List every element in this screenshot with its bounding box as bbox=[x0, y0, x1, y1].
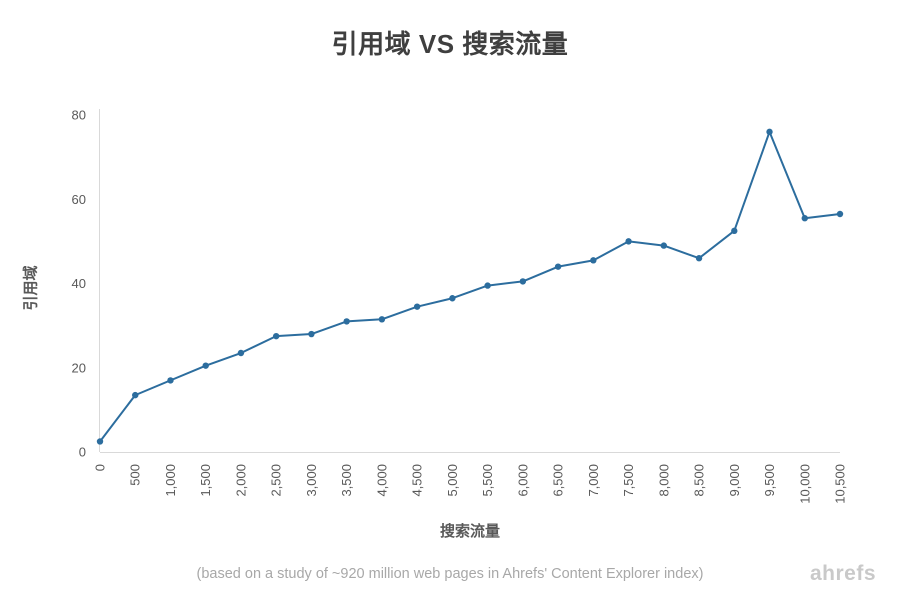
data-point-marker bbox=[484, 282, 491, 289]
x-tick-label: 3,500 bbox=[339, 464, 354, 497]
x-tick-label: 9,000 bbox=[727, 464, 742, 497]
data-point-marker bbox=[766, 128, 773, 136]
x-tick-label: 5,500 bbox=[480, 464, 495, 497]
data-point-marker bbox=[695, 255, 703, 262]
chart-title: 引用域 VS 搜索流量 bbox=[331, 29, 569, 59]
x-tick-label: 6,000 bbox=[515, 464, 530, 497]
x-tick-label: 4,500 bbox=[410, 464, 425, 497]
data-point-marker bbox=[343, 318, 350, 325]
x-tick-label: 500 bbox=[128, 464, 143, 486]
ahrefs-logo: ahrefs bbox=[809, 562, 876, 585]
data-point-marker bbox=[237, 349, 245, 357]
x-tick-label: 7,000 bbox=[586, 464, 601, 497]
data-point-marker bbox=[836, 210, 844, 218]
x-tick-label: 9,500 bbox=[762, 464, 777, 497]
data-point-marker bbox=[554, 263, 562, 270]
x-tick-label: 2,500 bbox=[269, 464, 284, 497]
x-tick-label: 1,000 bbox=[163, 464, 178, 497]
study-note: (based on a study of ~920 million web pa… bbox=[196, 566, 704, 582]
x-axis-title: 搜索流量 bbox=[439, 523, 500, 540]
data-point-marker bbox=[132, 391, 139, 399]
data-point-marker bbox=[167, 377, 174, 384]
x-tick-label: 2,000 bbox=[233, 464, 248, 497]
data-point-marker bbox=[96, 438, 104, 445]
x-tick-label: 8,000 bbox=[656, 464, 671, 497]
x-tick-label: 8,500 bbox=[692, 464, 707, 497]
trend-line bbox=[99, 130, 841, 443]
y-tick-label: 60 bbox=[72, 192, 86, 207]
data-point-marker bbox=[731, 227, 738, 235]
x-tick-label: 1,500 bbox=[198, 464, 213, 497]
y-tick-label: 80 bbox=[72, 108, 86, 123]
data-point-marker bbox=[801, 215, 808, 222]
data-point-marker bbox=[660, 242, 668, 249]
y-tick-label: 0 bbox=[79, 445, 86, 460]
x-tick-label: 0 bbox=[93, 464, 108, 471]
y-axis-title: 引用域 bbox=[22, 265, 40, 311]
data-point-marker bbox=[413, 303, 421, 310]
x-tick-label: 3,000 bbox=[304, 464, 319, 497]
data-point-marker bbox=[449, 295, 456, 302]
data-point-marker bbox=[590, 257, 597, 264]
x-tick-label: 5,000 bbox=[445, 464, 460, 497]
x-tick-label: 4,000 bbox=[374, 464, 389, 497]
data-point-marker bbox=[625, 238, 632, 245]
data-point-marker bbox=[272, 332, 280, 340]
x-tick-label: 7,500 bbox=[621, 464, 636, 497]
data-point-marker bbox=[519, 278, 527, 285]
data-point-marker bbox=[308, 330, 315, 338]
y-tick-label: 40 bbox=[72, 276, 86, 291]
x-tick-label: 6,500 bbox=[551, 464, 566, 497]
data-point-marker bbox=[202, 362, 209, 369]
x-tick-label: 10,000 bbox=[797, 464, 812, 504]
x-tick-label: 10,500 bbox=[833, 464, 848, 504]
y-tick-label: 20 bbox=[72, 360, 86, 375]
data-point-marker bbox=[378, 316, 386, 323]
